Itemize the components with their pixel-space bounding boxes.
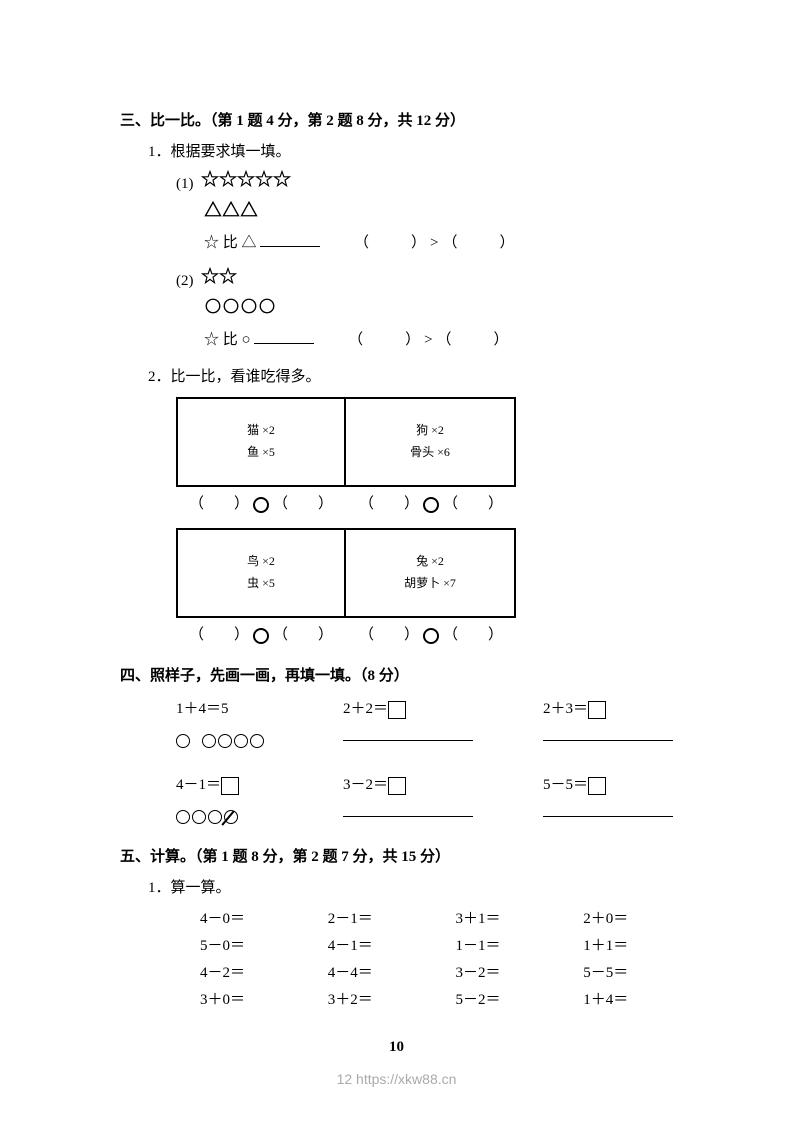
calc-row: 4－2＝ 4－4＝ 3－2＝ 5－5＝ [200, 960, 673, 987]
circle-row [176, 727, 273, 754]
equation: 3－2＝ [343, 772, 473, 799]
draw-line[interactable] [343, 723, 473, 741]
answer-line-2: （ ）（ ） （ ）（ ） [176, 622, 673, 649]
calc-cell[interactable]: 1＋1＝ [583, 933, 673, 960]
calc-cell[interactable]: 5－2＝ [456, 987, 546, 1014]
draw-line[interactable] [343, 799, 473, 817]
page-number: 10 [120, 1034, 673, 1061]
cell-top: 猫 ×2 [247, 420, 275, 442]
paren-answer[interactable]: （ ）>（ ） [354, 235, 518, 251]
calc-cell[interactable]: 1－1＝ [456, 933, 546, 960]
eq-col: 1＋4＝5 [176, 696, 273, 754]
calc-cell[interactable]: 3＋1＝ [456, 906, 546, 933]
label-2: (2) [176, 273, 194, 289]
compare-prefix-2: ☆ 比 ○ [204, 332, 251, 348]
section5-title: 五、计算。（第 1 题 8 分，第 2 题 7 分，共 15 分） [120, 844, 673, 871]
calc-cell[interactable]: 5－0＝ [200, 933, 290, 960]
eq-col: 2＋2＝ [343, 696, 473, 754]
answer-slot[interactable]: （ ）（ ） [346, 622, 516, 649]
compare-prefix-1: ☆ 比 △ [204, 235, 257, 251]
cell-bottom: 鱼 ×5 [247, 442, 275, 464]
draw-line[interactable] [543, 799, 673, 817]
s3q1-title: 1．根据要求填一填。 [148, 139, 673, 166]
answer-box[interactable] [588, 777, 606, 795]
s3q2-grid1: 猫 ×2 鱼 ×5 狗 ×2 骨头 ×6 [176, 397, 673, 487]
s3q1p2-row2 [204, 297, 673, 325]
calc-cell[interactable]: 2＋0＝ [583, 906, 673, 933]
equation: 2＋2＝ [343, 696, 473, 723]
cell-bottom: 虫 ×5 [247, 573, 275, 595]
blank-line[interactable] [260, 233, 320, 247]
eq-col: 3－2＝ [343, 772, 473, 830]
calc-cell[interactable]: 4－1＝ [328, 933, 418, 960]
paren-answer[interactable]: （ ）>（ ） [348, 332, 512, 348]
calc-grid: 4－0＝ 2－1＝ 3＋1＝ 2＋0＝ 5－0＝ 4－1＝ 1－1＝ 1＋1＝ 4－2＝ 4－4＝… [200, 906, 673, 1014]
equation: 1＋4＝5 [176, 696, 273, 723]
circle-row [176, 803, 273, 830]
s4-row1: 1＋4＝5 2＋2＝ 2＋3＝ [176, 696, 673, 754]
section3-title: 三、比一比。（第 1 题 4 分，第 2 题 8 分，共 12 分） [120, 108, 673, 135]
cell-top: 兔 ×2 [416, 551, 444, 573]
answer-line-1: （ ）（ ） （ ）（ ） [176, 491, 673, 518]
calc-cell[interactable]: 4－4＝ [328, 960, 418, 987]
s3q1p1-row2 [204, 200, 673, 228]
calc-cell[interactable]: 3＋0＝ [200, 987, 290, 1014]
answer-slot[interactable]: （ ）（ ） [176, 491, 346, 518]
s3q1p1-compare: ☆ 比 △ （ ）>（ ） [204, 230, 673, 257]
cell-top: 狗 ×2 [416, 420, 444, 442]
equation: 5－5＝ [543, 772, 673, 799]
draw-line[interactable] [543, 723, 673, 741]
label-1: (1) [176, 176, 194, 192]
answer-box[interactable] [388, 701, 406, 719]
answer-box[interactable] [588, 701, 606, 719]
cell-bottom: 胡萝卜 ×7 [404, 573, 456, 595]
s3q1p2-compare: ☆ 比 ○ （ ）>（ ） [204, 327, 673, 354]
calc-cell[interactable]: 4－0＝ [200, 906, 290, 933]
img-cell: 兔 ×2 胡萝卜 ×7 [346, 528, 516, 618]
calc-cell[interactable]: 3＋2＝ [328, 987, 418, 1014]
calc-cell[interactable]: 5－5＝ [583, 960, 673, 987]
calc-row: 5－0＝ 4－1＝ 1－1＝ 1＋1＝ [200, 933, 673, 960]
s5q1-title: 1．算一算。 [148, 875, 673, 902]
footer: 12 https://xkw88.cn [0, 1067, 793, 1092]
cell-top: 鸟 ×2 [247, 551, 275, 573]
answer-slot[interactable]: （ ）（ ） [346, 491, 516, 518]
s3q1p1-row1 [201, 176, 291, 192]
blank-line[interactable] [254, 330, 314, 344]
s3q2-title: 2．比一比，看谁吃得多。 [148, 364, 673, 391]
equation: 2＋3＝ [543, 696, 673, 723]
s3q1p2-row1 [201, 273, 237, 289]
equation: 4－1＝ [176, 772, 273, 799]
section4-title: 四、照样子，先画一画，再填一填。（8 分） [120, 663, 673, 690]
answer-box[interactable] [388, 777, 406, 795]
calc-cell[interactable]: 1＋4＝ [583, 987, 673, 1014]
cell-bottom: 骨头 ×6 [410, 442, 450, 464]
eq-col: 2＋3＝ [543, 696, 673, 754]
calc-row: 3＋0＝ 3＋2＝ 5－2＝ 1＋4＝ [200, 987, 673, 1014]
answer-box[interactable] [221, 777, 239, 795]
eq-col: 5－5＝ [543, 772, 673, 830]
calc-cell[interactable]: 2－1＝ [328, 906, 418, 933]
calc-row: 4－0＝ 2－1＝ 3＋1＝ 2＋0＝ [200, 906, 673, 933]
eq-col: 4－1＝ [176, 772, 273, 830]
s3q1p1-label: (1) [176, 170, 673, 198]
s3q2-grid2: 鸟 ×2 虫 ×5 兔 ×2 胡萝卜 ×7 [176, 528, 673, 618]
answer-slot[interactable]: （ ）（ ） [176, 622, 346, 649]
s4-row2: 4－1＝ 3－2＝ 5－5＝ [176, 772, 673, 830]
calc-cell[interactable]: 4－2＝ [200, 960, 290, 987]
calc-cell[interactable]: 3－2＝ [456, 960, 546, 987]
img-cell: 狗 ×2 骨头 ×6 [346, 397, 516, 487]
s3q1p2-label: (2) [176, 267, 673, 295]
img-cell: 鸟 ×2 虫 ×5 [176, 528, 346, 618]
img-cell: 猫 ×2 鱼 ×5 [176, 397, 346, 487]
